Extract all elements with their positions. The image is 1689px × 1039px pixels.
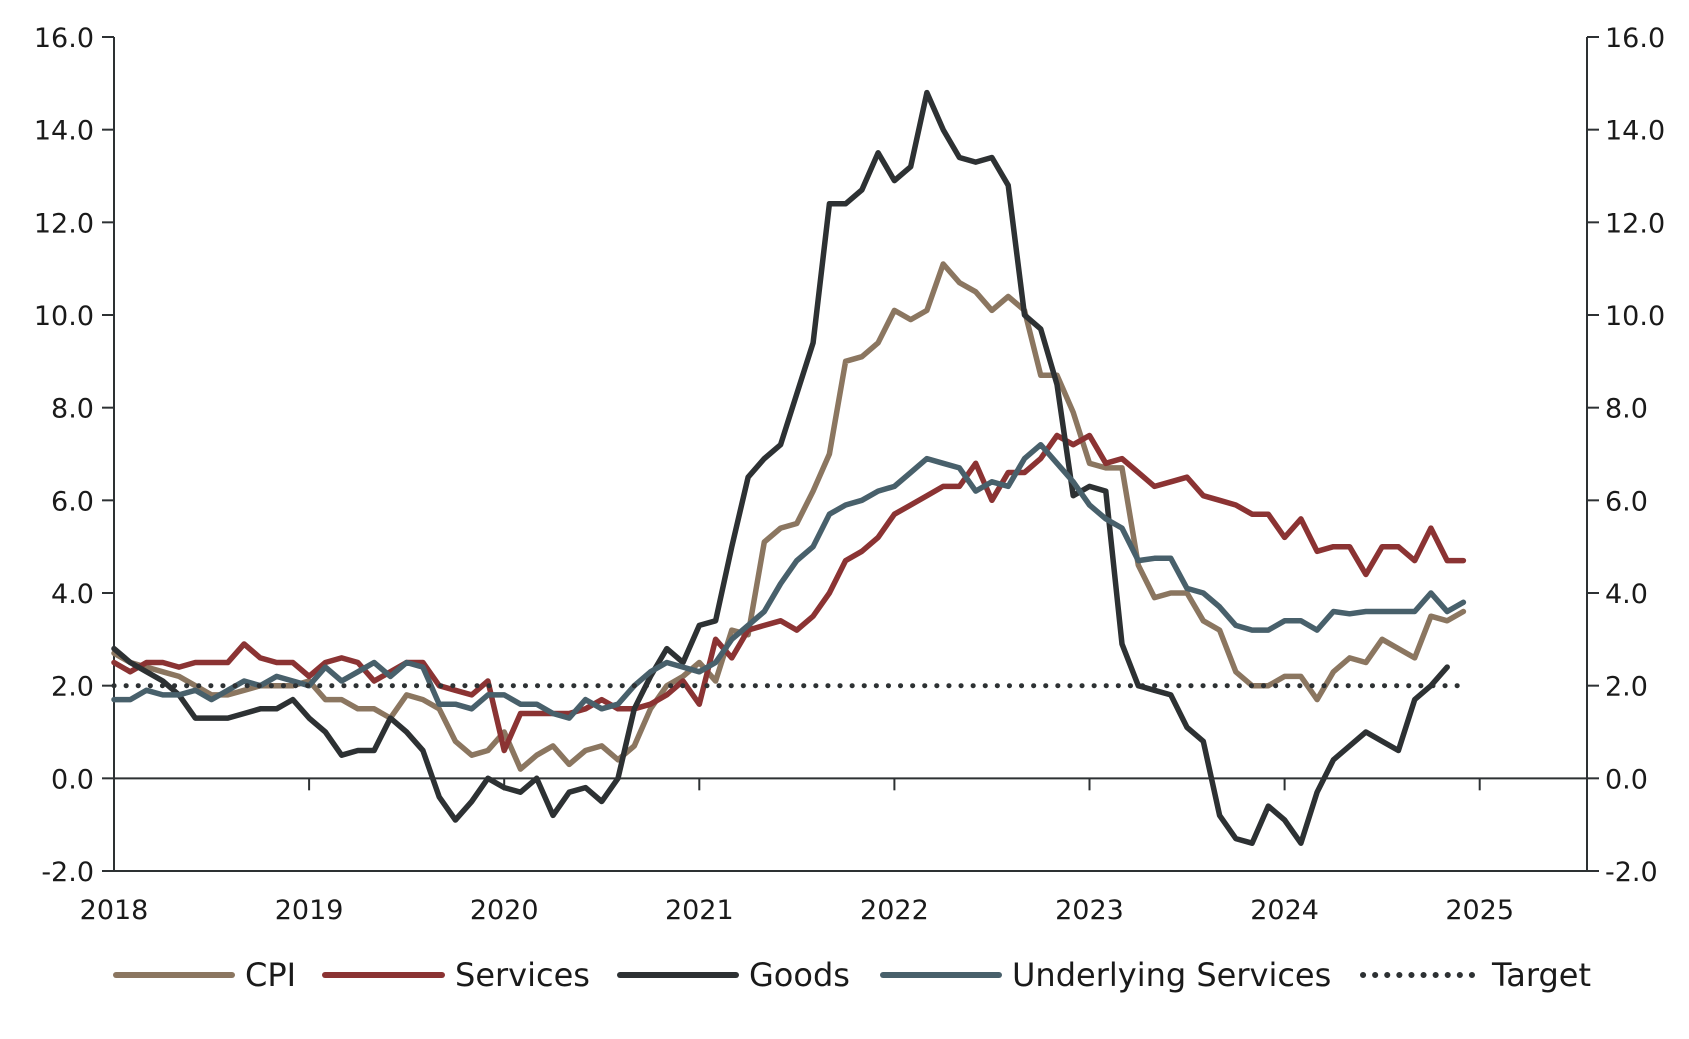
legend-label-goods: Goods (749, 956, 850, 994)
x-tick-label: 2019 (275, 895, 344, 926)
left-y-tick-label: 14.0 (34, 116, 94, 147)
right-y-tick-label: -2.0 (1605, 857, 1658, 888)
x-tick-label: 2025 (1445, 895, 1514, 926)
left-y-tick-label: 12.0 (34, 208, 94, 239)
chart-axes: -2.0 -2.0 0.0 0.0 2.0 2.0 4.0 4.0 6.0 6.0 8.0 8.0 10… (34, 23, 1665, 926)
left-y-tick-label: 16.0 (34, 23, 94, 54)
series-line-services (111, 432, 1467, 754)
right-y-tick-label: 4.0 (1605, 579, 1648, 610)
right-y-tick-label: 16.0 (1605, 23, 1665, 54)
legend-label-cpi: CPI (245, 956, 296, 994)
right-y-tick-label: 10.0 (1605, 301, 1665, 332)
left-y-tick-label: 10.0 (34, 301, 94, 332)
x-tick-label: 2024 (1250, 895, 1319, 926)
right-y-tick-label: 14.0 (1605, 116, 1665, 147)
x-tick-label: 2020 (470, 895, 539, 926)
series-line-cpi (111, 261, 1467, 772)
left-y-tick-label: 8.0 (51, 394, 94, 425)
right-y-tick-label: 8.0 (1605, 394, 1648, 425)
x-tick-label: 2021 (665, 895, 734, 926)
right-y-tick-label: 0.0 (1605, 764, 1648, 795)
legend-label-services: Services (455, 956, 590, 994)
right-y-tick-label: 2.0 (1605, 672, 1648, 703)
left-y-tick-label: 6.0 (51, 486, 94, 517)
right-y-tick-label: 6.0 (1605, 486, 1648, 517)
left-y-tick-label: 0.0 (51, 764, 94, 795)
legend-label-underlying-services: Underlying Services (1012, 956, 1331, 994)
x-tick-label: 2023 (1055, 895, 1124, 926)
chart-legend: CPI Services Goods Underlying Services Targe… (113, 956, 1591, 994)
legend-label-target: Target (1491, 956, 1591, 994)
x-tick-label: 2018 (80, 895, 149, 926)
series-line-goods (111, 89, 1450, 846)
x-tick-label: 2022 (860, 895, 929, 926)
series-line-underlying-services (111, 441, 1467, 721)
left-y-tick-label: 2.0 (51, 672, 94, 703)
chart-series (111, 89, 1467, 846)
left-y-tick-label: 4.0 (51, 579, 94, 610)
right-y-tick-label: 12.0 (1605, 208, 1665, 239)
left-y-tick-label: -2.0 (41, 857, 94, 888)
